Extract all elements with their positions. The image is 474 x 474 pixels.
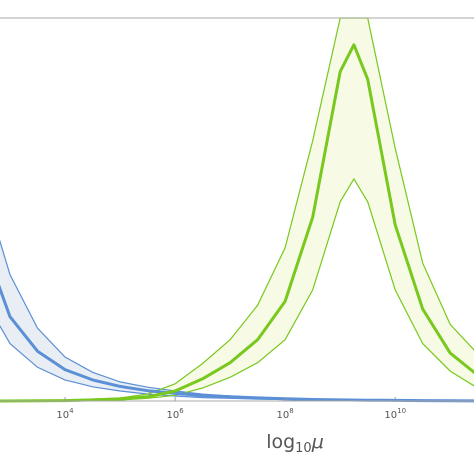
x-tick-label-3: 1010 bbox=[384, 407, 406, 421]
x-tick-label-0: 104 bbox=[56, 407, 74, 421]
confidence-bands bbox=[0, 18, 474, 401]
series-1-line bbox=[0, 43, 474, 403]
x-axis-label-sub: 10 bbox=[295, 441, 312, 456]
x-tick-label-2: 108 bbox=[277, 407, 294, 421]
x-axis-label-var: μ bbox=[311, 431, 324, 453]
x-axis-ticks: 104 106 108 1010 bbox=[56, 397, 406, 421]
x-tick-label-1: 106 bbox=[166, 407, 184, 421]
series-1-band bbox=[0, 18, 474, 401]
series-1-upper-bound bbox=[0, 17, 474, 402]
x-axis-label-base: log bbox=[266, 431, 295, 453]
x-axis-label: log10μ bbox=[266, 431, 324, 456]
